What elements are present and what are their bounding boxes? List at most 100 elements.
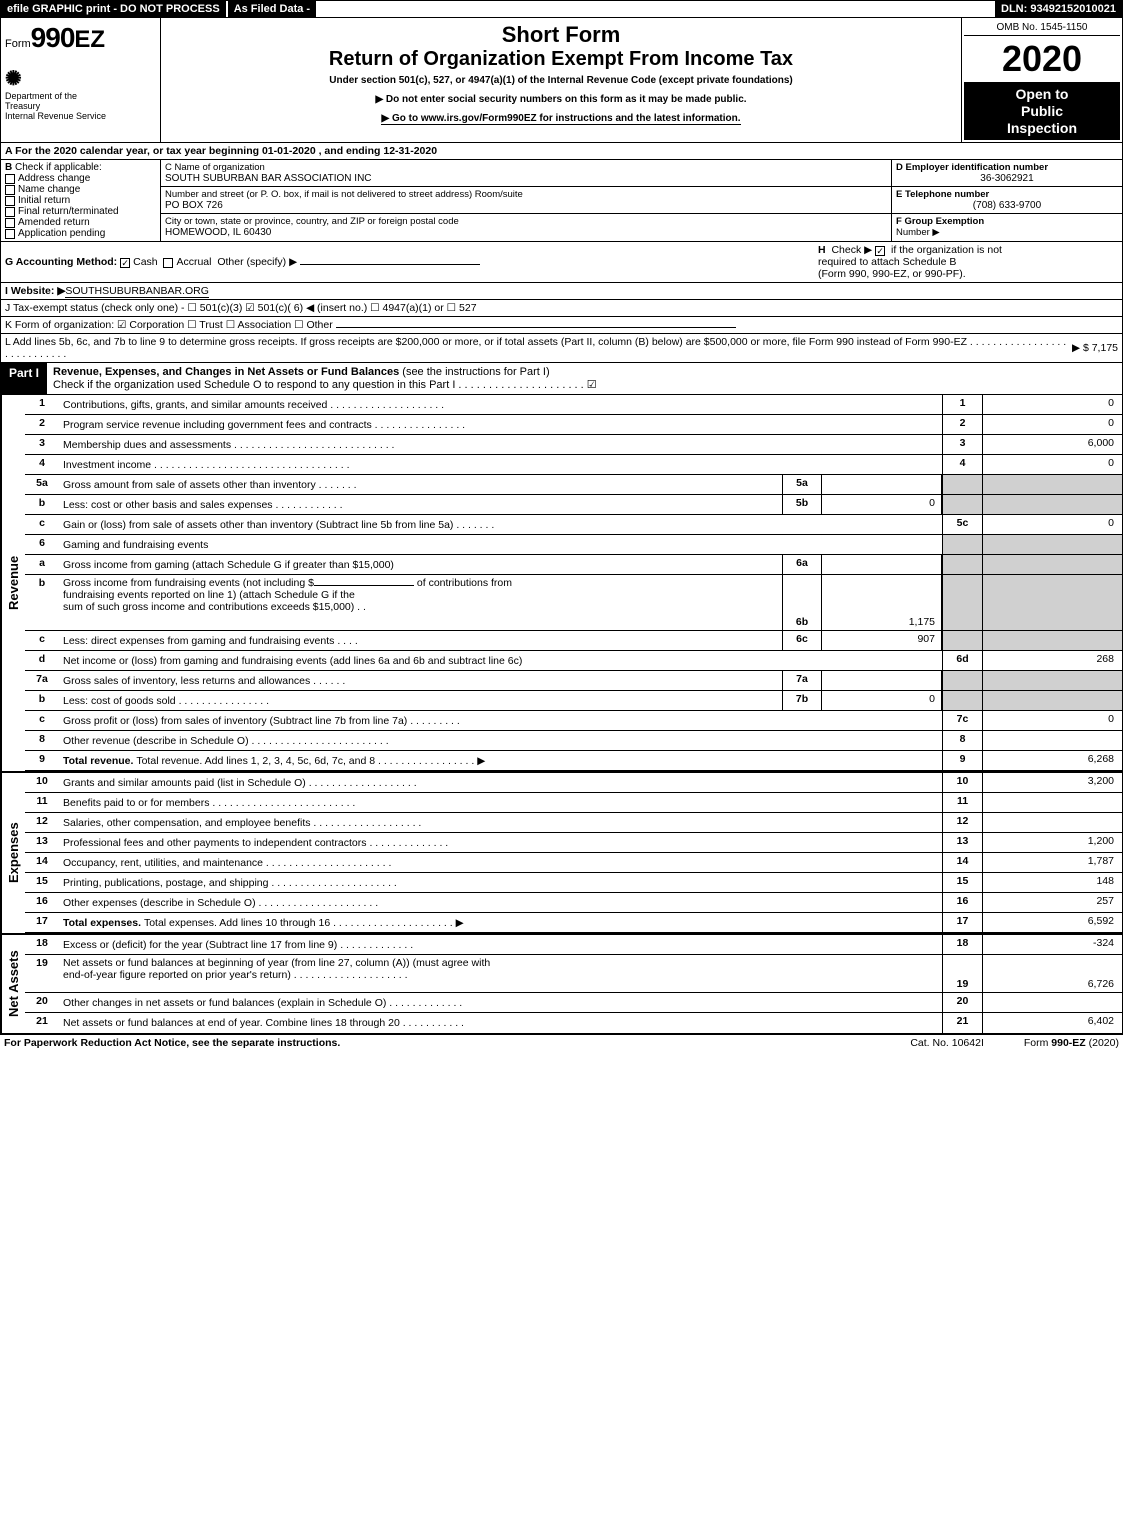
r7a-sh1 <box>942 671 982 690</box>
r16-d: Other expenses (describe in Schedule O) … <box>59 893 942 912</box>
r19-rn: 19 <box>942 955 982 992</box>
r6a-n: a <box>25 555 59 574</box>
r6b-input[interactable] <box>314 585 414 586</box>
r7a-mn: 7a <box>782 671 822 690</box>
r17-n: 17 <box>25 913 59 932</box>
netassets-section: Net Assets 18Excess or (deficit) for the… <box>0 933 1123 1034</box>
open-l2: Public <box>968 103 1116 120</box>
footer: For Paperwork Reduction Act Notice, see … <box>0 1034 1123 1051</box>
c-city-label: City or town, state or province, country… <box>165 216 887 227</box>
checkbox-initial[interactable] <box>5 196 15 206</box>
r8-n: 8 <box>25 731 59 750</box>
g-accrual: Accrual <box>176 256 211 268</box>
r6b-sh1 <box>942 575 982 630</box>
line-A: A For the 2020 calendar year, or tax yea… <box>0 143 1123 160</box>
r12-rn: 12 <box>942 813 982 832</box>
r6b-sh2 <box>982 575 1122 630</box>
col-B: B Check if applicable: Address change Na… <box>1 160 161 241</box>
f-group-block: F Group Exemption Number ▶ <box>892 214 1122 240</box>
revenue-section: Revenue 1Contributions, gifts, grants, a… <box>0 395 1123 771</box>
line-K: K Form of organization: ☑ Corporation ☐ … <box>0 317 1123 334</box>
r14-rn: 14 <box>942 853 982 872</box>
checkbox-name[interactable] <box>5 185 15 195</box>
checkbox-final[interactable] <box>5 207 15 217</box>
expenses-grid: 10Grants and similar amounts paid (list … <box>25 773 1122 933</box>
r5c-n: c <box>25 515 59 534</box>
r5a-sh1 <box>942 475 982 494</box>
checkbox-amended[interactable] <box>5 218 15 228</box>
side-expenses: Expenses <box>1 773 25 933</box>
r1-rn: 1 <box>942 395 982 414</box>
r11-n: 11 <box>25 793 59 812</box>
expenses-section: Expenses 10Grants and similar amounts pa… <box>0 771 1123 933</box>
netassets-grid: 18Excess or (deficit) for the year (Subt… <box>25 935 1122 1033</box>
r8-rv <box>982 731 1122 750</box>
r5c-d: Gain or (loss) from sale of assets other… <box>59 515 942 534</box>
r14-n: 14 <box>25 853 59 872</box>
i-label: I Website: ▶ <box>5 285 65 297</box>
r9-d: Total revenue. Total revenue. Add lines … <box>59 751 942 770</box>
l-text: L Add lines 5b, 6c, and 7b to line 9 to … <box>5 336 1072 360</box>
r10-rv: 3,200 <box>982 773 1122 792</box>
r7c-rv: 0 <box>982 711 1122 730</box>
r4-rn: 4 <box>942 455 982 474</box>
c-name-block: C Name of organization SOUTH SUBURBAN BA… <box>161 160 891 187</box>
r11-d: Benefits paid to or for members . . . . … <box>59 793 942 812</box>
g-other-input[interactable] <box>300 264 480 265</box>
no-ssn-line: ▶ Do not enter social security numbers o… <box>169 94 953 105</box>
r5b-d: Less: cost or other basis and sales expe… <box>59 495 782 514</box>
checkbox-accrual[interactable] <box>163 258 173 268</box>
r7b-sh2 <box>982 691 1122 710</box>
r13-rn: 13 <box>942 833 982 852</box>
r12-rv <box>982 813 1122 832</box>
r13-rv: 1,200 <box>982 833 1122 852</box>
checkbox-h[interactable]: ✓ <box>875 246 885 256</box>
r18-rn: 18 <box>942 935 982 954</box>
line-I: I Website: ▶SOUTHSUBURBANBAR.ORG <box>0 283 1123 300</box>
checkbox-pending[interactable] <box>5 229 15 239</box>
r3-n: 3 <box>25 435 59 454</box>
r5b-sh1 <box>942 495 982 514</box>
goto-link[interactable]: ▶ Go to www.irs.gov/Form990EZ for instru… <box>381 113 740 125</box>
website-link[interactable]: SOUTHSUBURBANBAR.ORG <box>65 285 209 298</box>
checkbox-cash[interactable]: ✓ <box>120 258 130 268</box>
r6a-mv <box>822 555 942 574</box>
l-value: ▶ $ 7,175 <box>1072 342 1118 354</box>
r2-n: 2 <box>25 415 59 434</box>
r6c-n: c <box>25 631 59 650</box>
r6a-sh1 <box>942 555 982 574</box>
r21-rn: 21 <box>942 1013 982 1033</box>
checkbox-address[interactable] <box>5 174 15 184</box>
top-bar: efile GRAPHIC print - DO NOT PROCESS As … <box>0 0 1123 18</box>
b-item-4: Amended return <box>18 217 90 228</box>
r7a-mv <box>822 671 942 690</box>
r5c-rv: 0 <box>982 515 1122 534</box>
side-netassets: Net Assets <box>1 935 25 1033</box>
r17-rn: 17 <box>942 913 982 932</box>
r4-rv: 0 <box>982 455 1122 474</box>
d-ein-block: D Employer identification number 36-3062… <box>892 160 1122 187</box>
r6d-rn: 6d <box>942 651 982 670</box>
b-item-5: Application pending <box>18 228 105 239</box>
dln-label: DLN: 93492152010021 <box>995 1 1122 17</box>
footer-right: Form 990-EZ (2020) <box>1024 1037 1119 1049</box>
b-item-0: Address change <box>18 173 90 184</box>
r6b-d4: sum of such gross income and contributio… <box>63 601 366 613</box>
r3-rn: 3 <box>942 435 982 454</box>
open-l1: Open to <box>968 86 1116 103</box>
goto-line: ▶ Go to www.irs.gov/Form990EZ for instru… <box>169 113 953 124</box>
under-section: Under section 501(c), 527, or 4947(a)(1)… <box>169 75 953 86</box>
r17-d: Total expenses. Total expenses. Add line… <box>59 913 942 932</box>
k-other-input[interactable] <box>336 327 736 328</box>
dept-block: Department of the Treasury Internal Reve… <box>5 92 156 122</box>
r6c-mv: 907 <box>822 631 942 650</box>
dept-line3: Internal Revenue Service <box>5 112 156 122</box>
r7a-d: Gross sales of inventory, less returns a… <box>59 671 782 690</box>
b-item-2: Initial return <box>18 195 70 206</box>
side-revenue: Revenue <box>1 395 25 771</box>
r6c-d: Less: direct expenses from gaming and fu… <box>59 631 782 650</box>
tel-label: E Telephone number <box>896 189 1118 200</box>
r6b-d3: fundraising events reported on line 1) (… <box>63 589 355 601</box>
r17-dtext: Total expenses. Add lines 10 through 16 … <box>144 917 464 929</box>
r6d-rv: 268 <box>982 651 1122 670</box>
